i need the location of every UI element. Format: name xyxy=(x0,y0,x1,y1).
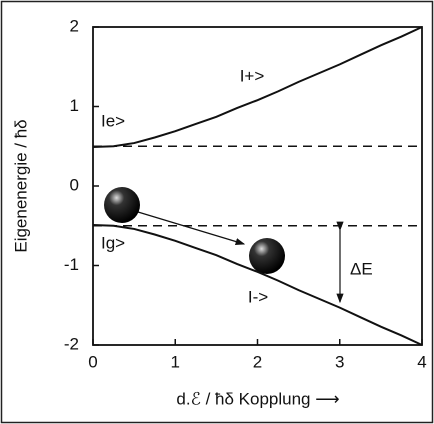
state-ball xyxy=(104,187,140,223)
x-tick-label: 1 xyxy=(171,352,180,371)
y-axis-label: Eigenenergie / ħδ xyxy=(11,119,30,252)
frame xyxy=(2,2,433,423)
x-tick-label: 2 xyxy=(253,352,262,371)
annotation: ΔE xyxy=(350,259,373,278)
curve xyxy=(93,27,422,147)
state-ball xyxy=(249,238,285,274)
y-tick-label: 1 xyxy=(70,96,79,115)
series-label: I-> xyxy=(248,287,268,306)
y-tick-label: 2 xyxy=(70,16,79,35)
y-tick-label: -1 xyxy=(64,255,79,274)
annotation: Ig> xyxy=(101,233,125,252)
annotation: Ie> xyxy=(101,111,125,130)
series-label: I+> xyxy=(240,66,265,85)
y-tick-label: -2 xyxy=(64,334,79,353)
y-tick-label: 0 xyxy=(70,175,79,194)
x-tick-label: 3 xyxy=(335,352,344,371)
chart: d.ℰ / ħδ Kopplung ⟶ Eigenenergie / ħδ 0 1… xyxy=(0,0,434,424)
x-tick-label: 0 xyxy=(88,352,97,371)
transition-arrow xyxy=(138,212,244,244)
x-tick-label: 4 xyxy=(417,352,426,371)
x-axis-label: d.ℰ / ħδ Kopplung ⟶ xyxy=(176,389,339,408)
